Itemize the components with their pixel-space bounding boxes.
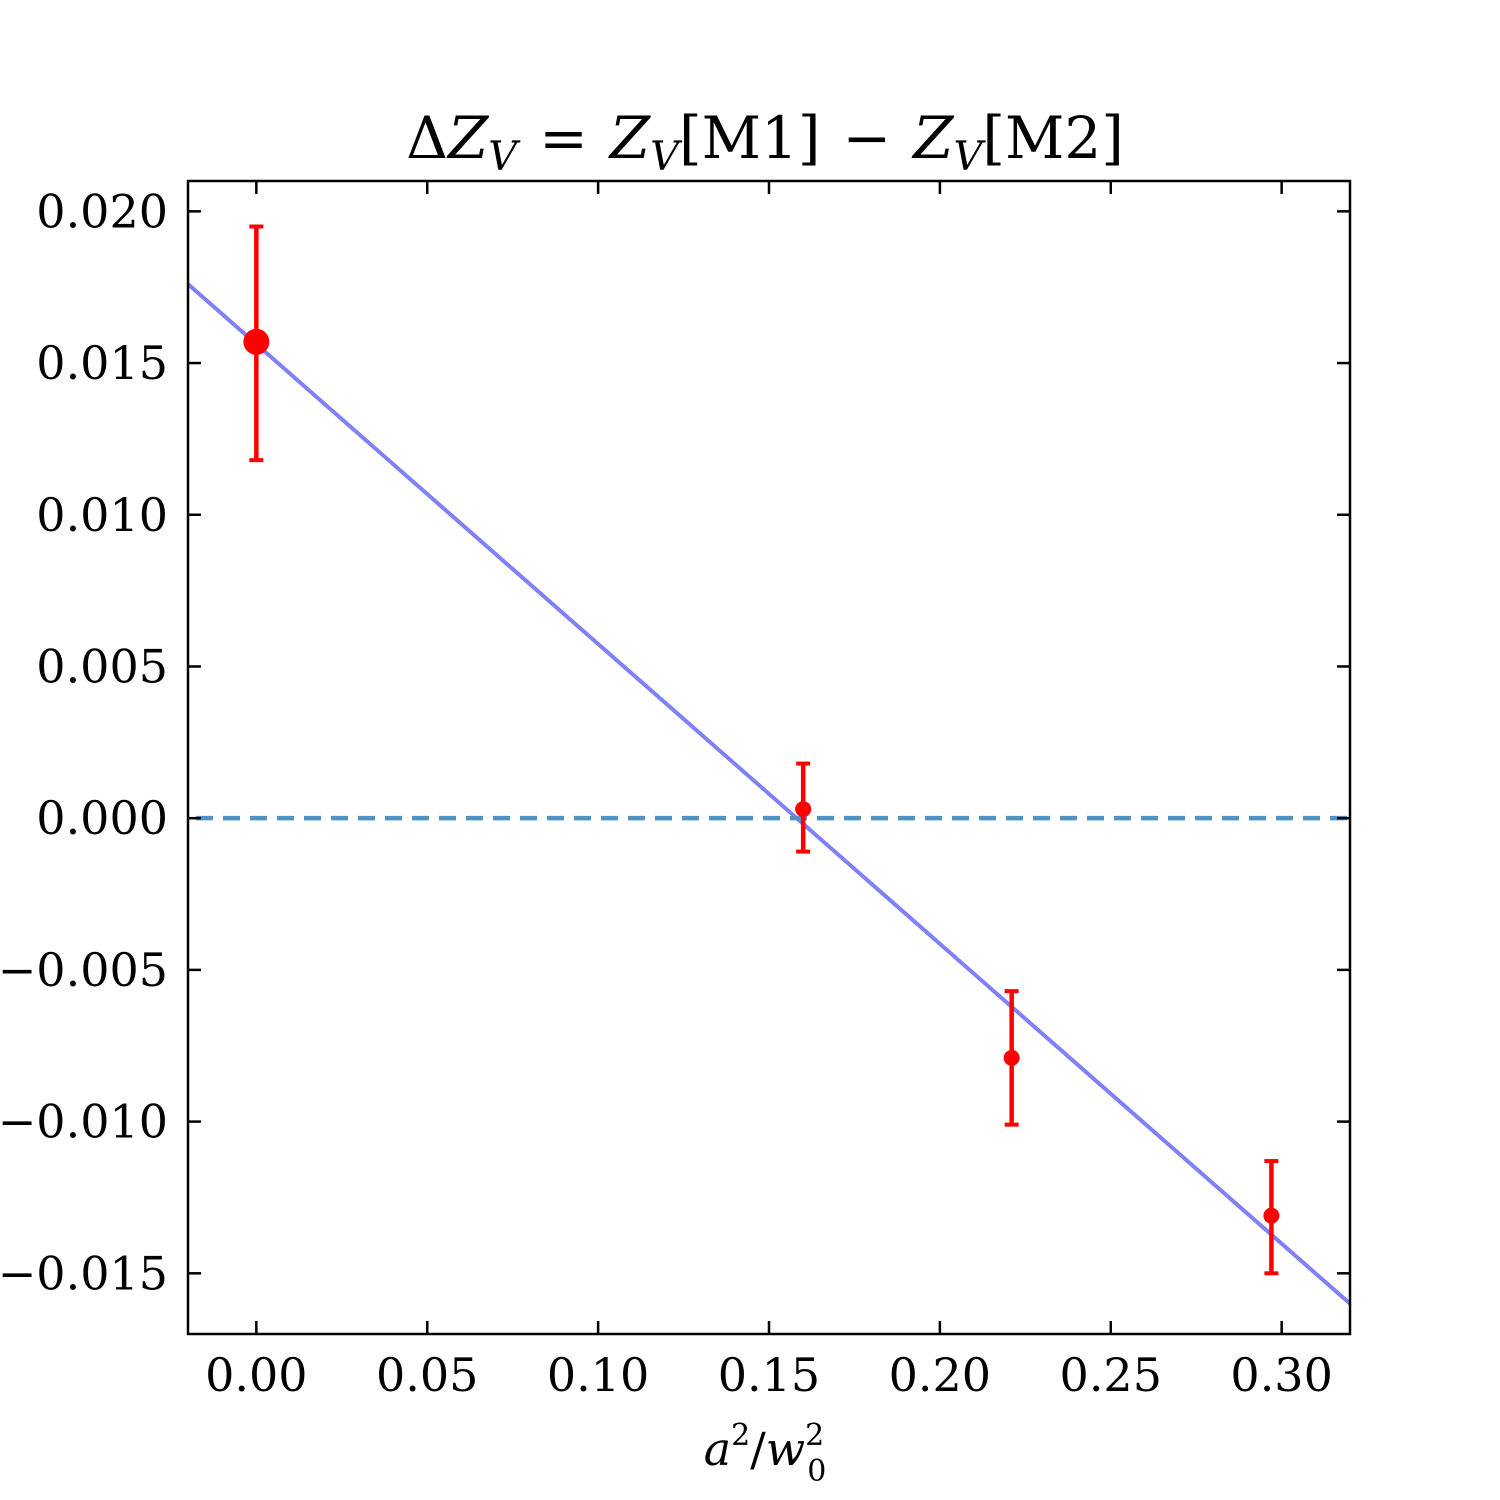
x-tick-label: 0.25 [1060, 1348, 1162, 1402]
xlabel-a-exponent: 2 [731, 1418, 750, 1453]
y-tick-label: 0.010 [36, 488, 168, 542]
x-axis-label: a2/w2 0 [704, 1418, 827, 1489]
title-v3: V [953, 134, 986, 180]
title-m2: [M2] [982, 104, 1124, 172]
data-marker [1003, 1049, 1020, 1066]
x-tick-label: 0.00 [205, 1348, 307, 1402]
title-m1: [M1] [679, 104, 821, 172]
title-minus: − [843, 104, 892, 172]
points-layer [243, 224, 1280, 1276]
x-tick-label: 0.05 [376, 1348, 478, 1402]
title-z3: Z [911, 104, 955, 172]
plot-frame [186, 179, 1352, 1336]
y-tick-label: −0.010 [0, 1095, 168, 1149]
xlabel-w: w [766, 1422, 805, 1476]
data-marker [795, 801, 812, 818]
title-v2: V [650, 134, 683, 180]
title-z2: Z [608, 104, 652, 172]
chart-title: ΔZV = ZV[M1] − ZV[M2] [406, 104, 1124, 180]
data-marker [243, 328, 270, 355]
axes-layer: 0.00 0.05 0.10 0.15 0.20 0.25 0.30 0.020 0.015 0.… [0, 179, 1352, 1402]
y-tick-label: 0.015 [36, 336, 168, 390]
title-v1: V [488, 134, 521, 180]
data-point-2 [795, 761, 812, 854]
y-tick-label: −0.005 [0, 943, 168, 997]
data-point-1 [243, 224, 270, 463]
x-tick-label: 0.30 [1230, 1348, 1332, 1402]
x-tick-label: 0.10 [547, 1348, 649, 1402]
x-tick-label: 0.20 [889, 1348, 991, 1402]
lines-layer [186, 282, 1352, 1306]
fit-line [186, 282, 1352, 1306]
y-tick-label: −0.015 [0, 1246, 168, 1300]
title-equals: = [539, 104, 588, 172]
title-delta: Δ [406, 104, 448, 172]
data-point-4 [1263, 1159, 1280, 1276]
xlabel-slash: / [750, 1422, 766, 1476]
xlabel-a: a [704, 1422, 731, 1476]
xlabel-w-subscript: 0 [807, 1454, 826, 1489]
data-point-3 [1003, 989, 1020, 1127]
title-z1: Z [446, 104, 490, 172]
xlabel-w-exponent: 2 [805, 1418, 824, 1453]
x-tick-label: 0.15 [718, 1348, 820, 1402]
y-tick-label: 0.000 [36, 791, 168, 845]
y-tick-label: 0.020 [36, 184, 168, 238]
data-marker [1263, 1207, 1280, 1224]
y-tick-label: 0.005 [36, 639, 168, 693]
